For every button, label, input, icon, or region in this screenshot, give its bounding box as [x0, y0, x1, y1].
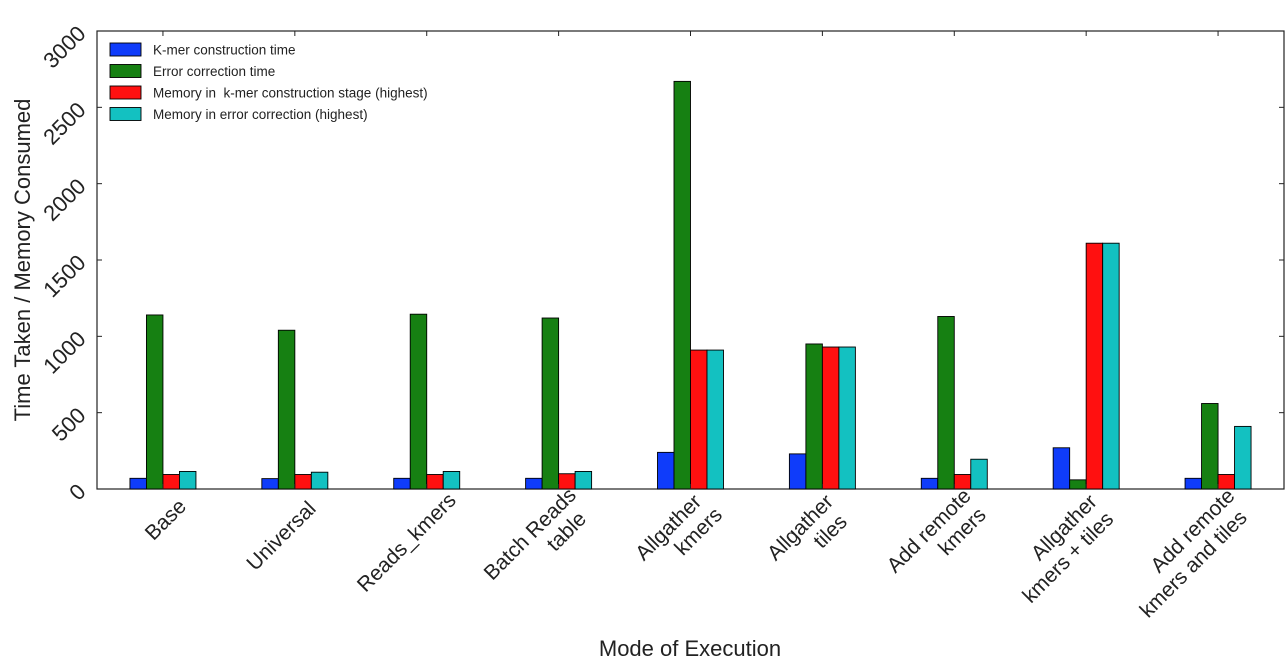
bar — [162, 474, 180, 490]
y-tick-label: 2500 — [38, 97, 90, 149]
bar — [1085, 242, 1104, 490]
y-tick-label: 500 — [47, 403, 91, 447]
x-tick-label: Base — [141, 495, 191, 545]
bar — [970, 458, 988, 490]
legend-swatch — [109, 42, 142, 57]
bar — [426, 474, 444, 490]
bar — [673, 80, 691, 490]
legend-label: Memory in error correction (highest) — [153, 107, 368, 122]
bar — [1069, 479, 1087, 490]
legend: K-mer construction time Error correction … — [109, 42, 428, 122]
legend-label: K-mer construction time — [153, 43, 296, 58]
bar — [525, 477, 543, 490]
bar — [1201, 403, 1219, 490]
bar — [838, 346, 856, 490]
x-tick-label-line: Base — [141, 495, 191, 545]
x-tick-label-line: Reads_kmers — [353, 489, 461, 597]
legend-swatch — [109, 107, 142, 121]
x-tick-label-line: Universal — [242, 497, 320, 575]
bar — [310, 471, 329, 490]
y-axis-label: Time Taken / Memory Consumed — [10, 99, 35, 422]
bar — [920, 477, 939, 490]
bar — [937, 316, 955, 490]
bar — [409, 313, 428, 490]
legend-swatch — [109, 85, 142, 100]
bar — [277, 329, 296, 490]
bar — [261, 478, 279, 490]
bar — [574, 470, 593, 490]
y-tick-label: 1000 — [38, 326, 90, 378]
y-tick-label: 0 — [64, 479, 90, 505]
bar — [1052, 447, 1071, 490]
bar — [294, 474, 312, 490]
y-tick-label: 1500 — [38, 250, 90, 302]
x-axis-label: Mode of Execution — [599, 636, 781, 660]
x-tick-label: Universal — [242, 497, 320, 575]
x-tick-label: Reads_kmers — [353, 489, 461, 597]
legend-swatch — [109, 64, 142, 78]
bar — [442, 470, 461, 490]
bar — [1184, 477, 1203, 490]
bar — [541, 317, 560, 490]
bar — [788, 453, 807, 490]
bar — [821, 346, 840, 490]
bar — [178, 470, 197, 490]
bar — [129, 477, 147, 490]
legend-label: Error correction time — [153, 64, 275, 79]
bar — [145, 314, 164, 490]
bar — [1102, 242, 1120, 490]
bar — [706, 349, 724, 490]
bar — [690, 349, 708, 490]
bar — [1234, 425, 1252, 490]
bar — [805, 343, 823, 490]
y-tick-label: 2000 — [38, 174, 90, 226]
bar — [393, 477, 411, 490]
legend-label: Memory in k-mer construction stage (high… — [153, 86, 428, 101]
y-tick-label: 3000 — [38, 21, 90, 73]
bar — [657, 451, 675, 490]
